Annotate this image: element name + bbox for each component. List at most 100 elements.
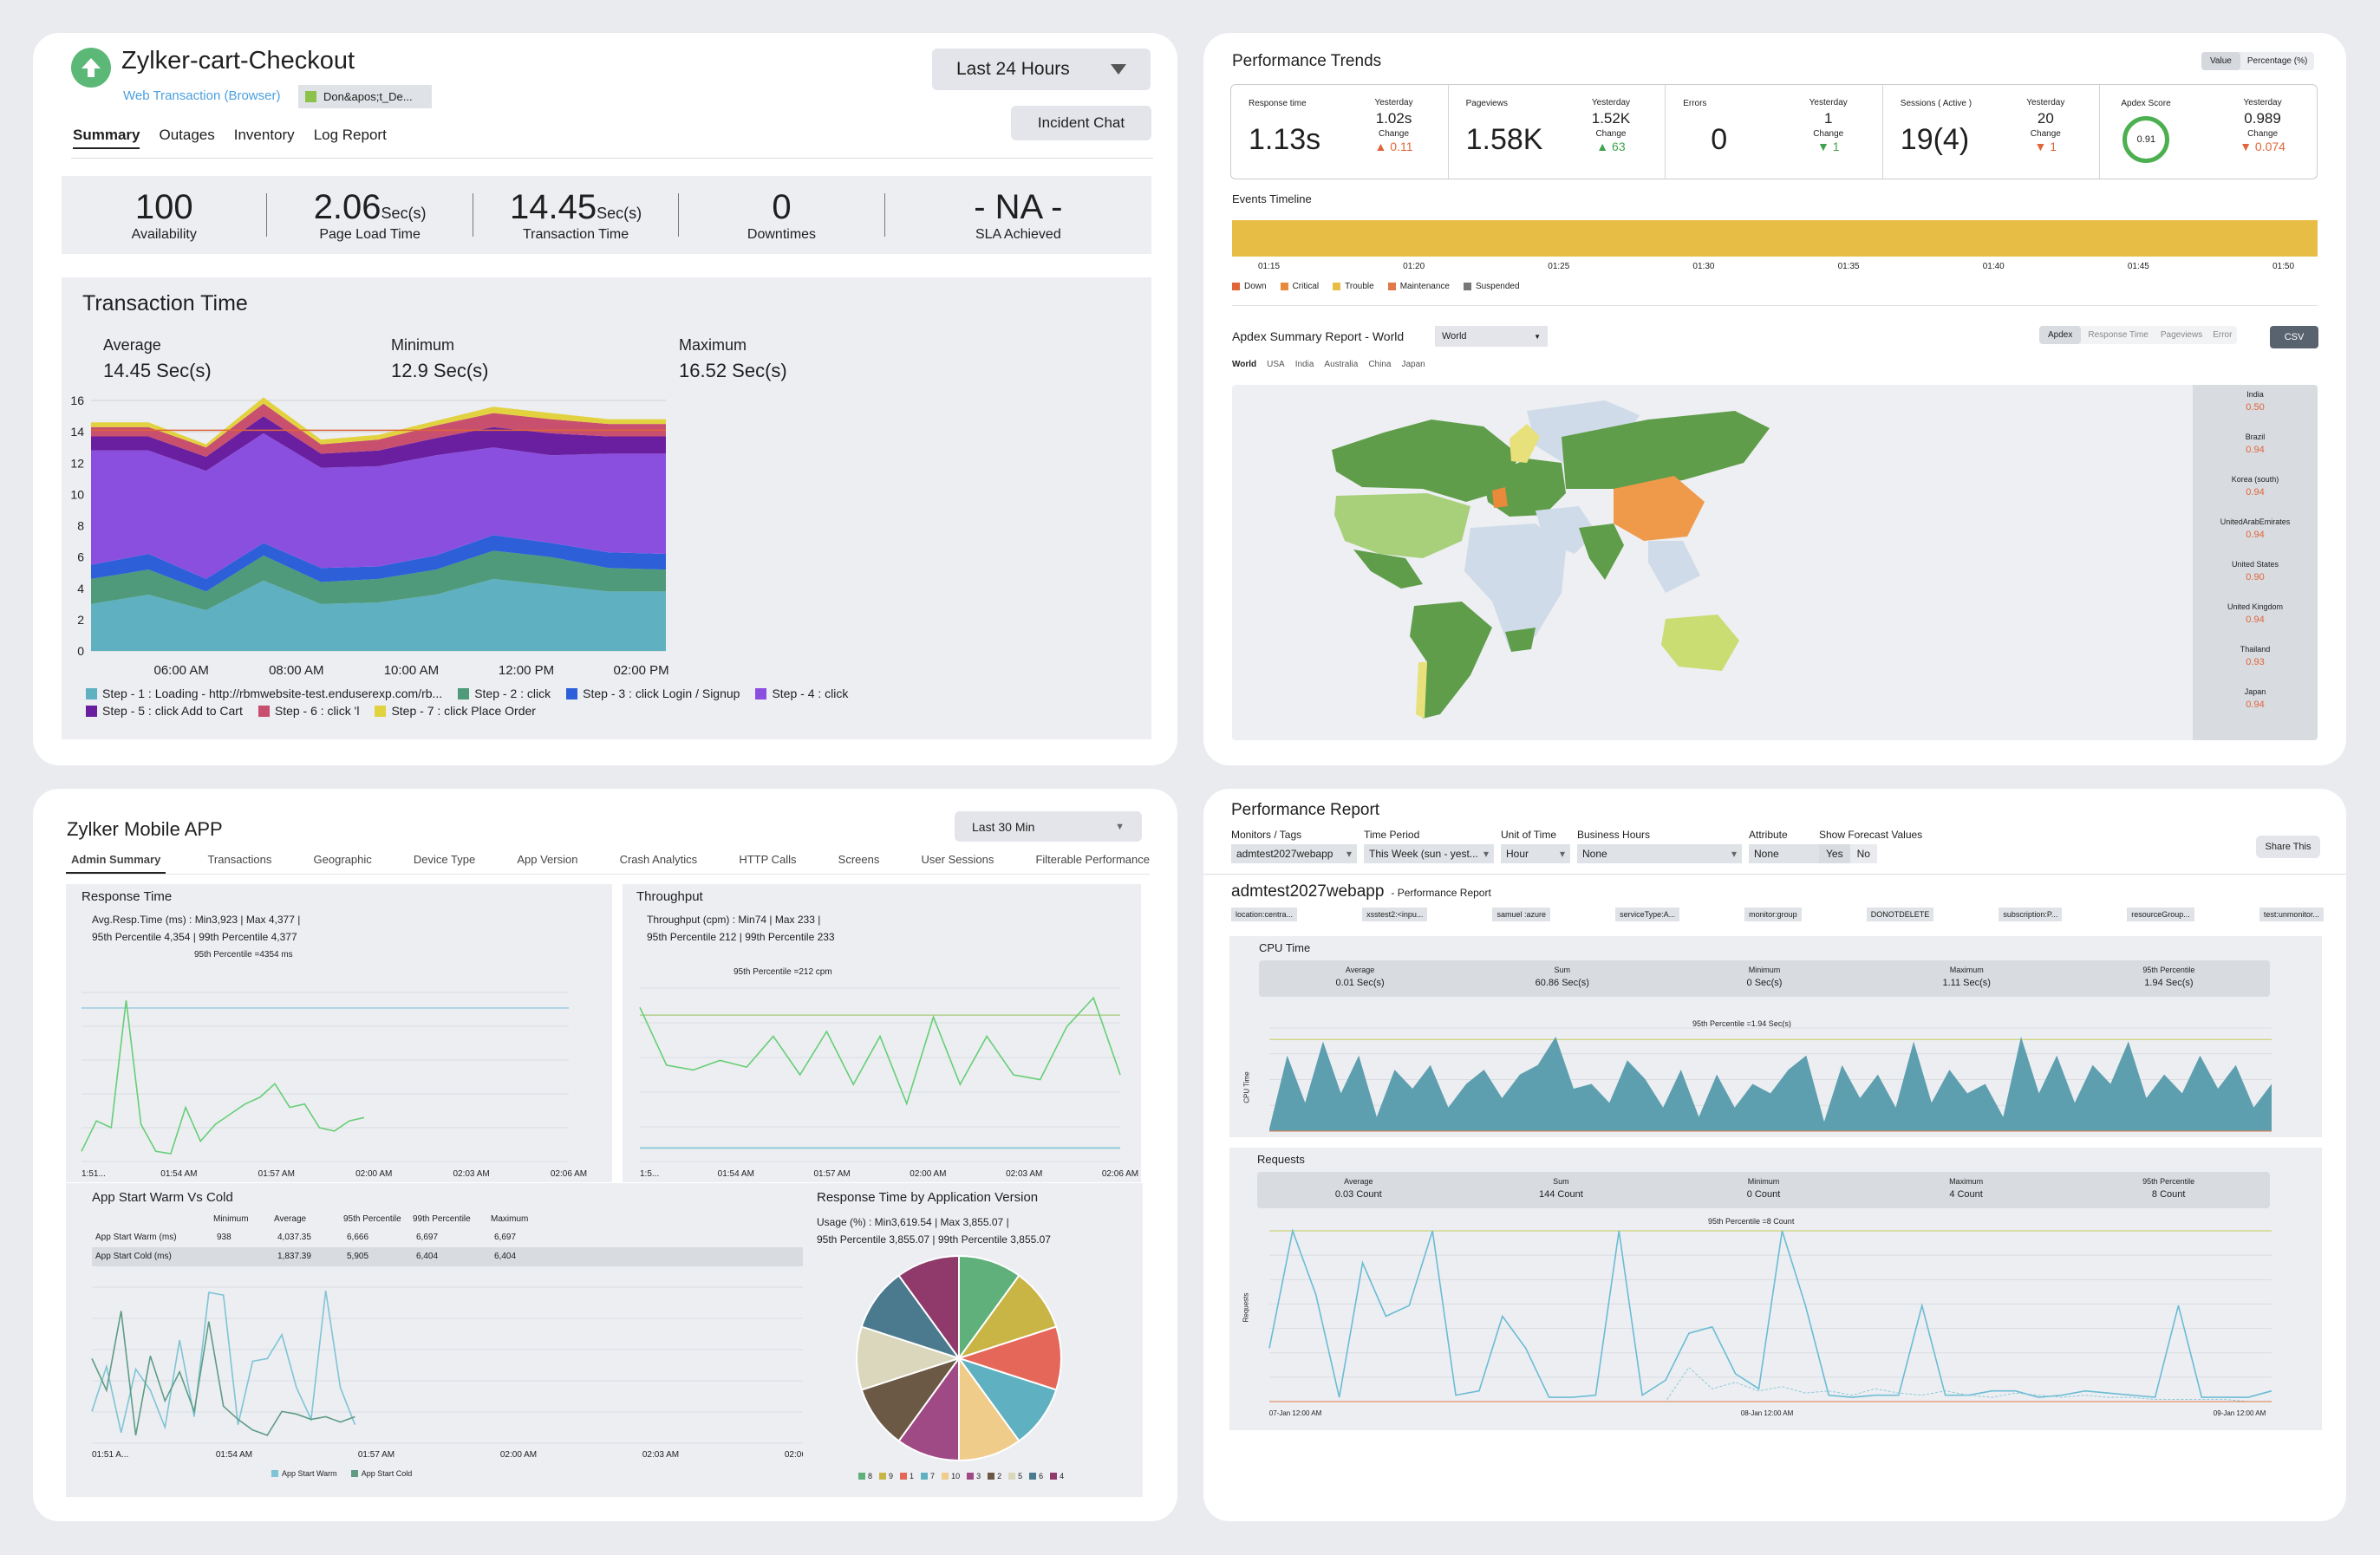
monitor-tag[interactable]: samuel :azure xyxy=(1492,908,1550,921)
forecast-yes[interactable]: Yes xyxy=(1819,844,1850,863)
country-item[interactable]: UnitedArabEmirates 0.94 xyxy=(2193,517,2318,560)
country-name: UnitedArabEmirates xyxy=(2220,517,2291,526)
map-mexico[interactable] xyxy=(1353,550,1423,589)
map-china[interactable] xyxy=(1614,476,1705,541)
monitor-tag[interactable]: serviceType:A... xyxy=(1615,908,1680,921)
apdex-tab-apdex[interactable]: Apdex xyxy=(2039,326,2082,344)
monitor-type-link[interactable]: Web Transaction (Browser) xyxy=(123,88,281,103)
monitor-tag[interactable]: location:centra... xyxy=(1231,908,1298,921)
incident-chat-button[interactable]: Incident Chat xyxy=(1011,106,1151,140)
country-item[interactable]: United Kingdom 0.94 xyxy=(2193,602,2318,645)
region-link[interactable]: World xyxy=(1232,360,1257,369)
map-scandinavia[interactable] xyxy=(1510,424,1540,463)
apdex-region-select[interactable]: World ▼ xyxy=(1435,326,1548,347)
map-germany[interactable] xyxy=(1492,487,1508,508)
monitor-tag[interactable]: xsstest2:<inpu... xyxy=(1362,908,1428,921)
filter-select[interactable]: Hour ▾ xyxy=(1501,844,1570,863)
map-africa[interactable] xyxy=(1464,524,1566,649)
monitor-name: admtest2027webapp xyxy=(1231,882,1385,901)
mobile-tab[interactable]: Geographic xyxy=(313,853,372,866)
toggle-percentage[interactable]: Percentage (%) xyxy=(2246,56,2308,66)
map-middle-east[interactable] xyxy=(1536,506,1596,554)
card-title: Transaction Time xyxy=(82,291,248,316)
mobile-tab[interactable]: Device Type xyxy=(413,853,476,866)
stat-cell: Average 0.01 Sec(s) xyxy=(1259,960,1461,997)
change-label: Change xyxy=(2030,129,2061,139)
monitor-tag[interactable]: monitor:group xyxy=(1744,908,1802,921)
country-item[interactable]: India 0.50 xyxy=(2193,390,2318,433)
monitor-tag[interactable]: test:unmonitor... xyxy=(2259,908,2324,921)
tab-outages[interactable]: Outages xyxy=(159,127,215,143)
tab-inventory[interactable]: Inventory xyxy=(233,127,295,143)
y-tick-label: 2 xyxy=(77,613,84,627)
apdex-tab-response[interactable]: Response Time xyxy=(2088,330,2149,340)
time-range-dropdown[interactable]: Last 30 Min ▼ xyxy=(955,811,1142,842)
filter-select[interactable]: admtest2027webapp ▾ xyxy=(1231,844,1357,863)
map-australia[interactable] xyxy=(1661,615,1739,671)
forecast-no[interactable]: No xyxy=(1849,844,1877,863)
events-timeline-bar[interactable] xyxy=(1232,220,2318,257)
mobile-tab[interactable]: Transactions xyxy=(207,853,272,866)
filter-select[interactable]: None ▾ xyxy=(1577,844,1742,863)
filter-select[interactable]: This Week (sun - yest... ▾ xyxy=(1364,844,1494,863)
csv-button[interactable]: CSV xyxy=(2270,326,2318,348)
map-usa[interactable] xyxy=(1334,493,1470,558)
mobile-tab[interactable]: Screens xyxy=(838,853,880,866)
legend-label: 1 xyxy=(910,1472,915,1480)
metric-value: 0 xyxy=(1711,123,1728,156)
monitor-tag[interactable]: Don&apos;t_De... xyxy=(298,85,432,108)
legend-item: Maintenance xyxy=(1387,282,1450,291)
filter-label: Monitors / Tags xyxy=(1231,829,1302,841)
monitor-tag[interactable]: subscription:P... xyxy=(1999,908,2063,921)
region-link[interactable]: Japan xyxy=(1401,360,1425,369)
region-link[interactable]: India xyxy=(1294,360,1314,369)
throughput-chart: 1:5... 01:54 AM 01:57 AM 02:00 AM 02:03 AM 02… xyxy=(639,987,1138,1179)
requests-chart: 07-Jan 12:00 AM 08-Jan 12:00 AM 09-Jan 12:… xyxy=(1268,1228,2272,1417)
stat-transaction-time: 14.45Sec(s) Transaction Time xyxy=(473,188,678,243)
time-range-dropdown[interactable]: Last 24 Hours xyxy=(932,49,1151,90)
country-item[interactable]: Japan 0.94 xyxy=(2193,687,2318,730)
world-map-svg[interactable] xyxy=(1232,385,2194,740)
y-tick-label: 4 xyxy=(77,582,84,595)
legend-swatch xyxy=(1050,1473,1058,1480)
map-southeast-asia[interactable] xyxy=(1648,541,1700,593)
region-link[interactable]: Australia xyxy=(1324,360,1359,369)
toggle-value[interactable]: Value xyxy=(2201,52,2240,70)
country-item[interactable]: Korea (south) 0.94 xyxy=(2193,475,2318,517)
stat-cell: Sum 60.86 Sec(s) xyxy=(1461,960,1663,997)
mobile-tab[interactable]: Crash Analytics xyxy=(619,853,698,866)
share-button[interactable]: Share This xyxy=(2256,836,2320,858)
mobile-tab[interactable]: Filterable Performance xyxy=(1035,853,1150,866)
map-south-africa[interactable] xyxy=(1505,628,1536,652)
map-canada[interactable] xyxy=(1332,420,1518,502)
monitor-tag[interactable]: DONOTDELETE xyxy=(1866,908,1934,921)
mobile-tab[interactable]: Admin Summary xyxy=(66,853,166,874)
country-item[interactable]: Thailand 0.93 xyxy=(2193,645,2318,687)
tab-summary[interactable]: Summary xyxy=(73,127,140,149)
region-link[interactable]: USA xyxy=(1267,360,1285,369)
legend-swatch xyxy=(566,687,578,699)
stat-value: 100 xyxy=(134,187,193,226)
change-label: Change xyxy=(1813,129,1844,139)
country-item[interactable]: Brazil 0.94 xyxy=(2193,433,2318,475)
apdex-tab-error[interactable]: Error xyxy=(2213,330,2233,340)
monitor-tag[interactable]: resourceGroup... xyxy=(2127,908,2194,921)
country-item[interactable]: United States 0.90 xyxy=(2193,560,2318,602)
mobile-tab[interactable]: App Version xyxy=(517,853,578,866)
country-name: Brazil xyxy=(2245,433,2266,441)
mobile-tab[interactable]: HTTP Calls xyxy=(739,853,797,866)
mobile-tab[interactable]: User Sessions xyxy=(921,853,994,866)
map-south-america[interactable] xyxy=(1410,602,1492,719)
metric-card: Response time 1.13s Yesterday 1.02s Change ▲ … xyxy=(1231,85,1449,179)
region-link[interactable]: China xyxy=(1368,360,1392,369)
apdex-tab-pageviews[interactable]: Pageviews xyxy=(2160,330,2203,340)
map-chile[interactable] xyxy=(1416,662,1427,719)
stat-label: Minimum xyxy=(1747,1177,1780,1186)
legend-item: Step - 2 : click xyxy=(458,686,551,700)
map-russia[interactable] xyxy=(1562,411,1770,489)
change-label: Change xyxy=(1595,129,1627,139)
percentile-marker-label: 95th Percentile =4354 ms xyxy=(194,950,293,960)
map-india[interactable] xyxy=(1579,524,1624,580)
tab-log-report[interactable]: Log Report xyxy=(313,127,387,143)
yesterday-value: 1.52K xyxy=(1591,110,1631,127)
